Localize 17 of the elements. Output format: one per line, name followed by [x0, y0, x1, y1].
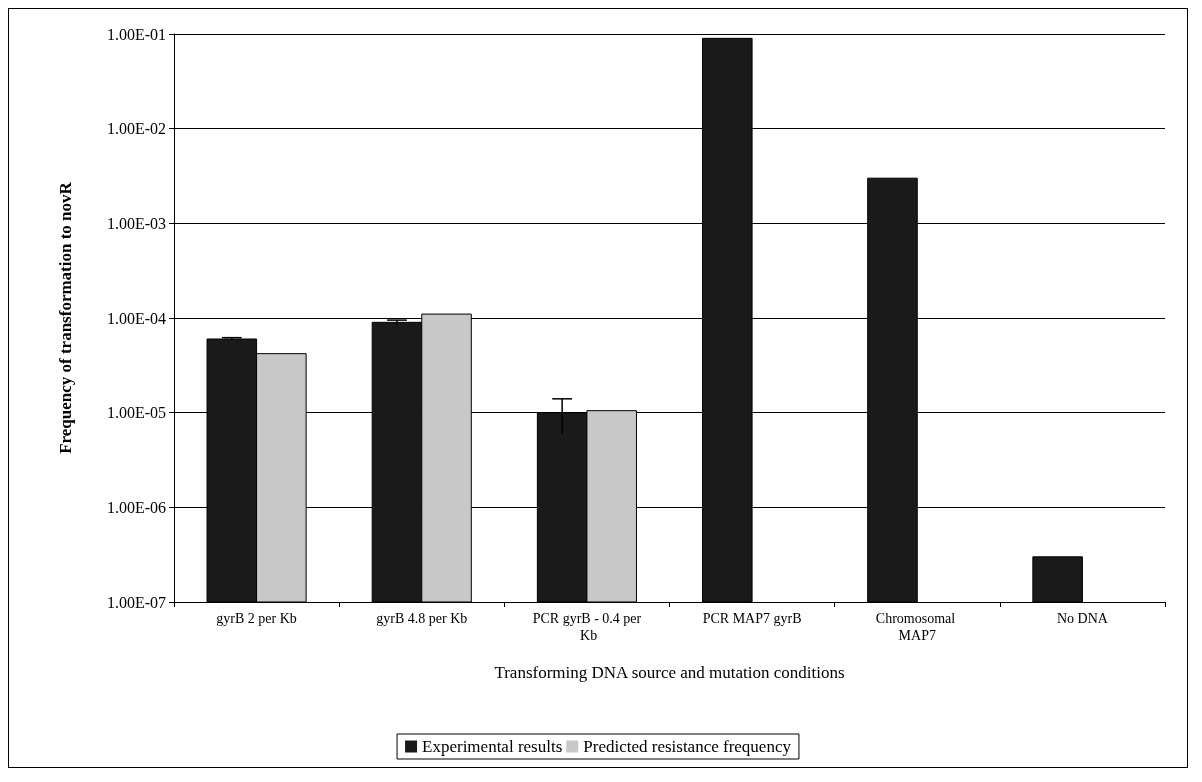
x-tick-label: PCR gyrB - 0.4 per Kb	[532, 611, 642, 643]
x-tick-label: gyrB 2 per Kb	[216, 611, 297, 626]
x-tick-label: No DNA	[1056, 611, 1109, 626]
y-tick-label: 1.00E-03	[106, 214, 166, 232]
legend-label: Predicted resistance frequency	[583, 737, 792, 756]
y-axis-title: Frequency of transformation to novR	[56, 181, 75, 454]
x-tick-label: PCR MAP7 gyrB	[702, 611, 802, 626]
y-tick-label: 1.00E-04	[106, 309, 166, 327]
y-tick-label: 1.00E-06	[106, 498, 166, 516]
x-tick-label: Chromosomal MAP7	[875, 611, 959, 643]
x-axis-title: Transforming DNA source and mutation conditions	[494, 663, 845, 682]
y-tick-label: 1.00E-01	[106, 25, 166, 43]
x-tick-label: gyrB 4.8 per Kb	[376, 611, 468, 626]
y-tick-label: 1.00E-07	[106, 593, 166, 611]
y-tick-label: 1.00E-05	[106, 404, 166, 422]
y-tick-label: 1.00E-02	[106, 120, 166, 138]
legend-label: Experimental results	[422, 737, 563, 756]
